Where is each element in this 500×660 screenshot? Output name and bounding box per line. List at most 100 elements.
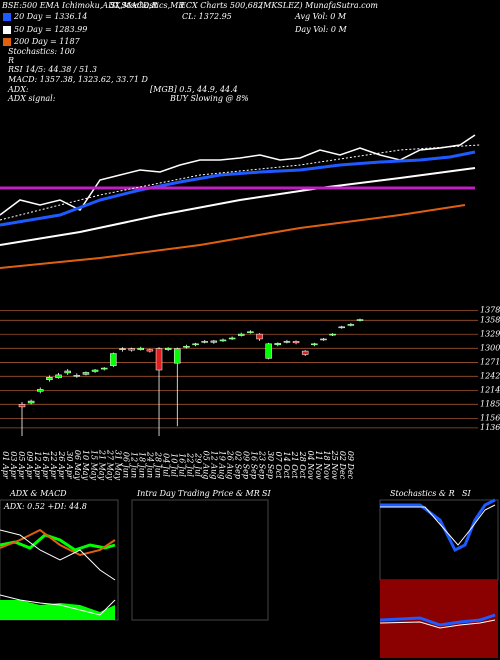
- candle-body: [27, 400, 35, 404]
- panel-title: SI: [262, 489, 271, 498]
- adx-value: BUY Slowing @ 8%: [169, 94, 249, 103]
- stoch-signal: [380, 504, 496, 546]
- x-tick-label: 12 Jun: [129, 452, 138, 478]
- volume-text: Day Vol: 0 M: [294, 25, 348, 34]
- candle-body: [228, 337, 236, 340]
- x-tick-label: 11 Nov: [314, 450, 323, 480]
- candle-body: [183, 345, 190, 348]
- candle-body: [338, 326, 345, 329]
- header-text: BSE:500 EMA Ichimoku,ADX,MACD,R: [1, 1, 158, 10]
- candle-body: [46, 377, 53, 380]
- y-tick-label: 1271.58: [480, 357, 500, 366]
- intraday-panel: [131, 499, 269, 621]
- candle-body: [247, 331, 254, 333]
- x-tick-label: 04 Nov: [306, 450, 315, 480]
- indicator-text: MACD: 1357.38, 1323.62, 33.71 D: [7, 75, 149, 84]
- panel-title: SI: [462, 489, 471, 498]
- x-tick-label: 07 Oct: [274, 452, 283, 480]
- x-tick-label: 09 Apr: [25, 451, 34, 480]
- candle-body: [37, 389, 44, 392]
- y-tick-label: 1136.75: [480, 423, 500, 432]
- header-text: SI,Stochastics,MR: [110, 1, 184, 10]
- y-tick-label: 1300.75: [480, 343, 500, 352]
- x-tick-label: 12 Apr: [33, 451, 42, 480]
- legend-swatch: [3, 26, 11, 34]
- candle-body: [119, 348, 126, 350]
- candle-body: [55, 374, 62, 379]
- legend-swatch: [3, 13, 11, 21]
- x-tick-label: 02 Dec: [338, 451, 347, 480]
- x-tick-label: 05 Apr: [17, 451, 26, 480]
- y-tick-label: 1185.36: [480, 399, 500, 408]
- x-tick-label: 26 Apr: [57, 450, 66, 480]
- candle-body: [274, 343, 282, 346]
- ema50-line: [0, 167, 476, 246]
- legend-text: 20 Day = 1336.14: [13, 12, 87, 21]
- x-tick-label: 06 May: [73, 450, 82, 481]
- x-tick-label: 10 Jul: [169, 453, 178, 477]
- x-tick-label: 14 Oct: [282, 452, 291, 480]
- candle-body: [137, 347, 145, 350]
- x-tick-label: 12 Aug: [210, 451, 219, 480]
- ema200-line: [0, 204, 466, 269]
- legend-text: 50 Day = 1283.99: [14, 25, 87, 34]
- x-tick-label: 31 May: [113, 450, 122, 481]
- candle-body: [301, 350, 309, 355]
- x-tick-label: 27 May: [105, 449, 114, 481]
- candle-body: [201, 341, 208, 343]
- panel-title: Stochastics & R: [390, 489, 455, 498]
- x-tick-label: 16 Apr: [41, 451, 50, 480]
- candle-body: [164, 347, 172, 350]
- x-tick-label: 21 Oct: [290, 451, 299, 480]
- cloud-line: [0, 144, 481, 221]
- x-tick-label: 30 Sep: [266, 451, 275, 479]
- close-label: CL: 1372.95: [182, 12, 232, 21]
- candle-body: [91, 369, 99, 372]
- candle-body: [100, 367, 108, 370]
- x-tick-label: 19 Aug: [218, 451, 227, 480]
- adx-text: ADX signal:: [7, 94, 56, 103]
- x-tick-label: 15 May: [89, 450, 98, 481]
- x-tick-label: 09 Dec: [346, 451, 355, 480]
- macd-line: [0, 594, 116, 616]
- y-tick-label: 1378.95: [480, 305, 500, 314]
- candle-body: [292, 341, 300, 344]
- y-tick-label: 1156.25: [480, 413, 500, 422]
- candle-body: [82, 372, 90, 375]
- x-tick-label: 24 Jun: [145, 451, 154, 478]
- adx-text: ADX:: [7, 85, 29, 94]
- x-tick-label: 21 May: [97, 449, 106, 481]
- adx-value: [MGB] 0.5, 44.9, 44.4: [150, 85, 238, 94]
- ema20-line: [0, 150, 476, 227]
- x-tick-label: 09 Sep: [242, 451, 251, 479]
- y-tick-label: 1358.39: [480, 315, 500, 324]
- candle-body: [64, 370, 71, 374]
- x-tick-label: 28 Oct: [298, 451, 307, 480]
- candle-body: [174, 348, 181, 364]
- di-line: [0, 528, 116, 557]
- x-tick-label: 25 Nov: [330, 449, 339, 480]
- x-tick-label: 16 Jul: [178, 453, 187, 477]
- x-tick-label: 04 Jul: [161, 453, 170, 477]
- di-line: [0, 529, 116, 581]
- x-tick-label: 10 May: [81, 450, 90, 481]
- indicator-text: Stochastics: 100: [8, 47, 75, 56]
- candle-body: [320, 338, 327, 341]
- header-text: ECX Charts 500,682: [179, 1, 263, 10]
- candle-body: [347, 324, 355, 326]
- indicator-text: R: [7, 56, 14, 65]
- candle-body: [18, 404, 26, 408]
- candle-body: [219, 339, 227, 342]
- x-tick-label: 03 Apr: [9, 451, 18, 480]
- ema50-inner: [0, 172, 476, 251]
- x-tick-label: 26 Aug: [226, 450, 235, 480]
- header-text: (MKSLEZ) MunafaSutra.com: [260, 1, 378, 10]
- candle-body: [356, 319, 364, 321]
- macd-hist: [0, 600, 115, 620]
- candle-body: [155, 348, 163, 371]
- x-tick-label: 22 Jul: [186, 452, 195, 477]
- rsi-line: [379, 613, 496, 627]
- x-tick-label: 06 Jun: [121, 452, 130, 478]
- x-tick-label: 18 Nov: [322, 450, 331, 480]
- candle-body: [110, 353, 117, 366]
